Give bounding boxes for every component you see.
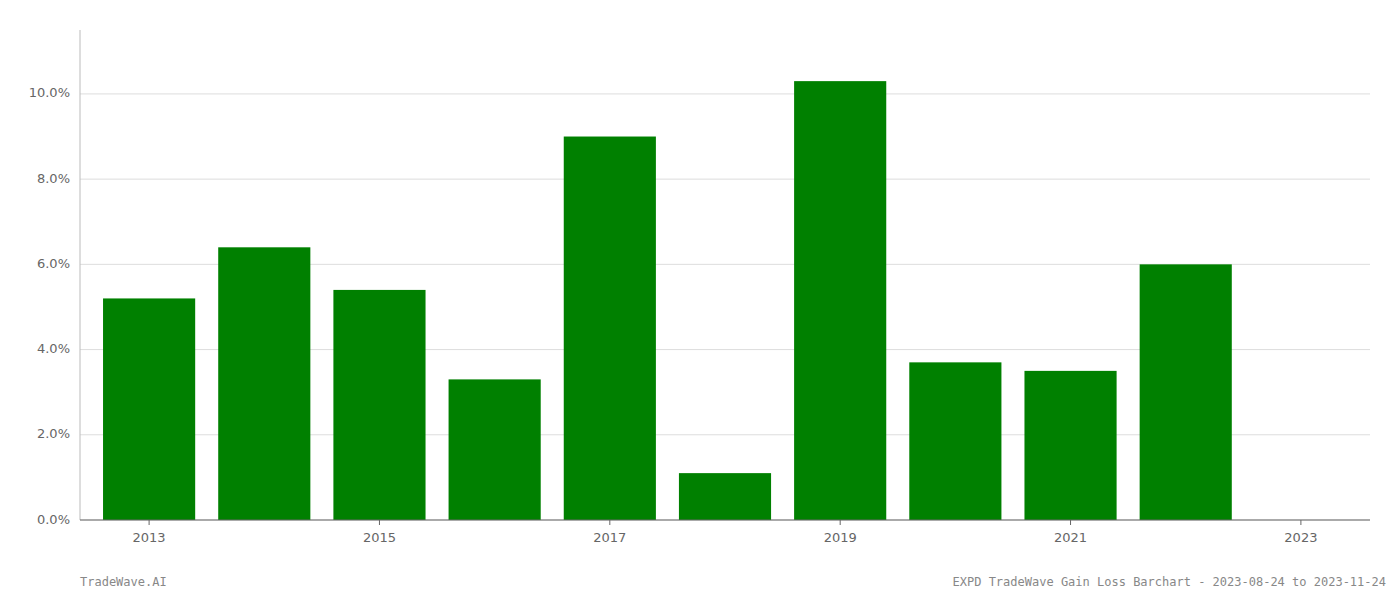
y-tick-label: 8.0%: [37, 171, 70, 186]
background: [0, 0, 1400, 600]
y-axis-line: [80, 30, 81, 520]
chart: 0.0%2.0%4.0%6.0%8.0%10.0%201320152017201…: [0, 0, 1400, 600]
y-tick-label: 2.0%: [37, 426, 70, 441]
bar: [103, 298, 195, 520]
y-tick-label: 6.0%: [37, 256, 70, 271]
bar: [1140, 264, 1232, 520]
bar: [218, 247, 310, 520]
x-tick: [840, 520, 841, 525]
footer-text: EXPD TradeWave Gain Loss Barchart - 2023…: [953, 575, 1386, 589]
x-tick: [149, 520, 150, 525]
x-tick: [1300, 520, 1301, 525]
grid-line: [80, 179, 1370, 180]
x-tick-label: 2015: [363, 530, 396, 545]
grid-line: [80, 520, 1370, 521]
grid-line: [80, 93, 1370, 94]
x-tick-label: 2023: [1284, 530, 1317, 545]
x-axis-line: [80, 520, 1370, 521]
bar: [909, 362, 1001, 520]
x-tick-label: 2019: [824, 530, 857, 545]
x-tick-label: 2021: [1054, 530, 1087, 545]
bar: [333, 290, 425, 520]
x-tick-label: 2013: [133, 530, 166, 545]
x-tick: [1070, 520, 1071, 525]
y-tick-label: 0.0%: [37, 512, 70, 527]
y-tick-label: 10.0%: [29, 85, 70, 100]
x-tick-label: 2017: [593, 530, 626, 545]
bar: [449, 379, 541, 520]
footer-text: TradeWave.AI: [80, 575, 167, 589]
bars: [103, 81, 1232, 520]
bar: [564, 137, 656, 520]
x-tick: [609, 520, 610, 525]
x-axis: 2013 2015 2017 2019 2021 2023: [80, 520, 1370, 545]
x-tick: [379, 520, 380, 525]
y-tick-label: 4.0%: [37, 341, 70, 356]
y-axis: 0.0% 2.0% 4.0% 6.0% 8.0% 10.0%: [29, 30, 1370, 527]
bar: [1024, 371, 1116, 520]
bar: [679, 473, 771, 520]
bar: [794, 81, 886, 520]
